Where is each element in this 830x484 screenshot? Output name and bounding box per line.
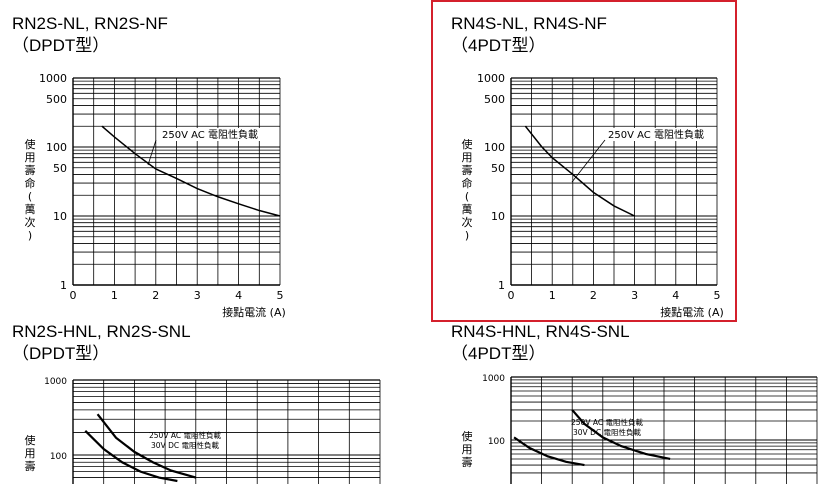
y-axis-label-char: 壽: [462, 455, 473, 469]
x-axis-label: 接點電流 (A): [222, 305, 286, 319]
annotation-label: 250V AC 電阻性負載: [571, 417, 643, 427]
y-axis-label-char: 命: [25, 176, 36, 190]
y-tick-label: 1000: [477, 72, 505, 85]
y-axis-label-char: ): [465, 229, 469, 242]
series-line-1: [524, 125, 635, 217]
annotation-label: 250V AC 電阻性負載: [149, 430, 221, 440]
y-axis-label-char: 用: [462, 151, 473, 164]
y-tick-label: 500: [484, 93, 505, 106]
series-line-2: [513, 436, 585, 467]
y-tick-label: 100: [484, 141, 505, 154]
y-tick-label: 1: [60, 279, 67, 292]
y-axis-label-char: (: [465, 190, 469, 203]
panel-subtitle-rn2s-hnl: （DPDT型）: [12, 344, 110, 363]
annotation-leader: [571, 139, 606, 183]
y-tick-label: 10: [491, 210, 505, 223]
annotation-label: 30V DC 電阻性負載: [151, 440, 219, 450]
panel-subtitle-rn4s-hnl: （4PDT型）: [451, 344, 546, 363]
series-line-2: [84, 430, 178, 483]
y-tick-label: 1: [498, 279, 505, 292]
panel-subtitle-rn2s-nl: （DPDT型）: [12, 36, 110, 55]
x-tick-label: 1: [111, 289, 118, 302]
panel-title-rn2s-hnl: RN2S-HNL, RN2S-SNL: [12, 322, 191, 341]
panel-subtitle-rn4s-nl: （4PDT型）: [451, 36, 546, 55]
x-tick-label: 2: [152, 289, 159, 302]
x-tick-label: 0: [70, 289, 77, 302]
y-tick-label: 100: [46, 141, 67, 154]
y-tick-label: 10: [53, 210, 67, 223]
x-tick-label: 1: [549, 289, 556, 302]
panel-title-rn4s-nl: RN4S-NL, RN4S-NF: [451, 14, 607, 33]
y-tick-label: 100: [488, 437, 505, 447]
y-axis-label-char: 使: [462, 430, 473, 443]
y-tick-label: 1000: [39, 72, 67, 85]
y-tick-label: 100: [50, 452, 67, 462]
annotation-label: 30V DC 電阻性負載: [573, 427, 641, 437]
highlight-frame: [431, 0, 737, 322]
y-axis-label-char: 壽: [462, 163, 473, 177]
annotation-bg: [158, 128, 262, 141]
series-line-1: [101, 125, 281, 217]
y-tick-label: 500: [46, 93, 67, 106]
x-tick-label: 5: [277, 289, 284, 302]
annotation-label: 250V AC 電阻性負載: [162, 128, 258, 141]
x-tick-label: 3: [631, 289, 638, 302]
annotation-bg: [604, 128, 708, 141]
y-axis-label-char: 用: [25, 447, 36, 460]
x-tick-label: 4: [672, 289, 679, 302]
x-tick-label: 4: [235, 289, 242, 302]
y-axis-label-char: (: [28, 190, 32, 203]
y-axis-label-char: 使: [25, 434, 36, 447]
x-tick-label: 2: [590, 289, 597, 302]
x-tick-label: 0: [508, 289, 515, 302]
panel-title-rn4s-hnl: RN4S-HNL, RN4S-SNL: [451, 322, 630, 341]
y-tick-label: 1000: [482, 374, 505, 384]
series-line-1: [96, 413, 197, 479]
y-axis-label-char: 萬: [25, 203, 36, 216]
annotation-leader: [147, 139, 157, 166]
y-tick-label: 1000: [44, 377, 67, 387]
y-axis-label-char: 萬: [462, 203, 473, 216]
y-axis-label-char: 命: [462, 176, 473, 190]
y-axis-label-char: 使: [25, 138, 36, 151]
y-axis-label-char: 次: [462, 215, 473, 229]
annotation-label: 250V AC 電阻性負載: [608, 128, 704, 141]
y-axis-label-char: 用: [462, 443, 473, 456]
y-axis-label-char: 次: [25, 215, 36, 229]
y-axis-label-char: 壽: [25, 459, 36, 473]
y-axis-label-char: 使: [462, 138, 473, 151]
y-axis-label-char: ): [28, 229, 32, 242]
y-axis-label-char: 壽: [25, 163, 36, 177]
x-tick-label: 5: [714, 289, 721, 302]
x-tick-label: 3: [194, 289, 201, 302]
y-tick-label: 50: [491, 162, 505, 175]
y-axis-label-char: 用: [25, 151, 36, 164]
x-axis-label: 接點電流 (A): [660, 305, 724, 319]
panel-title-rn2s-nl: RN2S-NL, RN2S-NF: [12, 14, 168, 33]
series-line-1: [571, 409, 671, 461]
y-tick-label: 50: [53, 162, 67, 175]
